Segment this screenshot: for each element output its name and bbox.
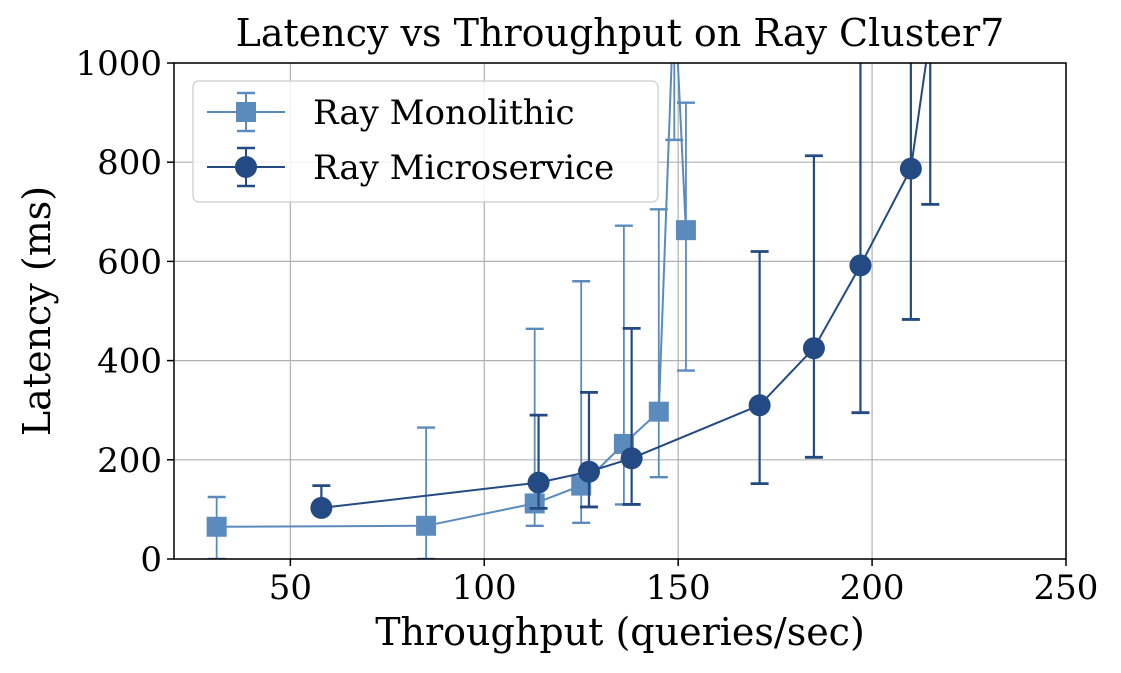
- data-point: [802, 337, 825, 360]
- y-tick-label: 200: [97, 441, 162, 481]
- data-point: [620, 447, 643, 470]
- ticks: 50 100 150 200 250 0 200 400 600 800 1000: [75, 44, 1098, 608]
- y-axis-label: Latency (ms): [15, 186, 59, 436]
- data-point: [416, 515, 437, 536]
- data-point: [527, 471, 550, 494]
- plot-frame: [173, 62, 1067, 560]
- legend-box: [192, 80, 659, 203]
- legend-entry: Ray Microservice: [207, 146, 614, 188]
- legend-marker: [236, 102, 256, 122]
- data-point: [748, 394, 771, 417]
- legend-label: Ray Microservice: [313, 148, 614, 188]
- data-point: [206, 516, 227, 537]
- data-point: [648, 401, 669, 422]
- y-tick-label: 0: [140, 540, 162, 580]
- y-tick-label: 400: [97, 342, 162, 382]
- chart-title: Latency vs Throughput on Ray Cluster7: [236, 11, 1005, 55]
- x-tick-label: 50: [269, 568, 312, 608]
- plot-area: [206, 63, 940, 559]
- x-tick-label: 100: [452, 568, 517, 608]
- series-line: [216, 63, 687, 528]
- y-tick-label: 1000: [75, 44, 162, 84]
- y-tick-label: 600: [97, 242, 162, 282]
- data-point: [524, 493, 545, 514]
- legend-label: Ray Monolithic: [313, 93, 575, 133]
- data-point: [310, 496, 333, 519]
- x-tick-label: 250: [1034, 568, 1099, 608]
- x-tick-label: 200: [840, 568, 905, 608]
- data-point: [899, 157, 922, 180]
- x-axis-label: Throughput (queries/sec): [375, 610, 865, 654]
- y-tick-label: 800: [97, 143, 162, 183]
- legend-entry: Ray Monolithic: [207, 91, 575, 133]
- series-ray-microservice: [310, 63, 940, 519]
- data-point: [849, 254, 872, 277]
- legend-marker: [235, 156, 257, 178]
- data-point: [577, 460, 600, 483]
- legend: Ray Monolithic Ray Microservice: [192, 80, 659, 203]
- x-tick-label: 150: [646, 568, 711, 608]
- data-point: [675, 220, 696, 241]
